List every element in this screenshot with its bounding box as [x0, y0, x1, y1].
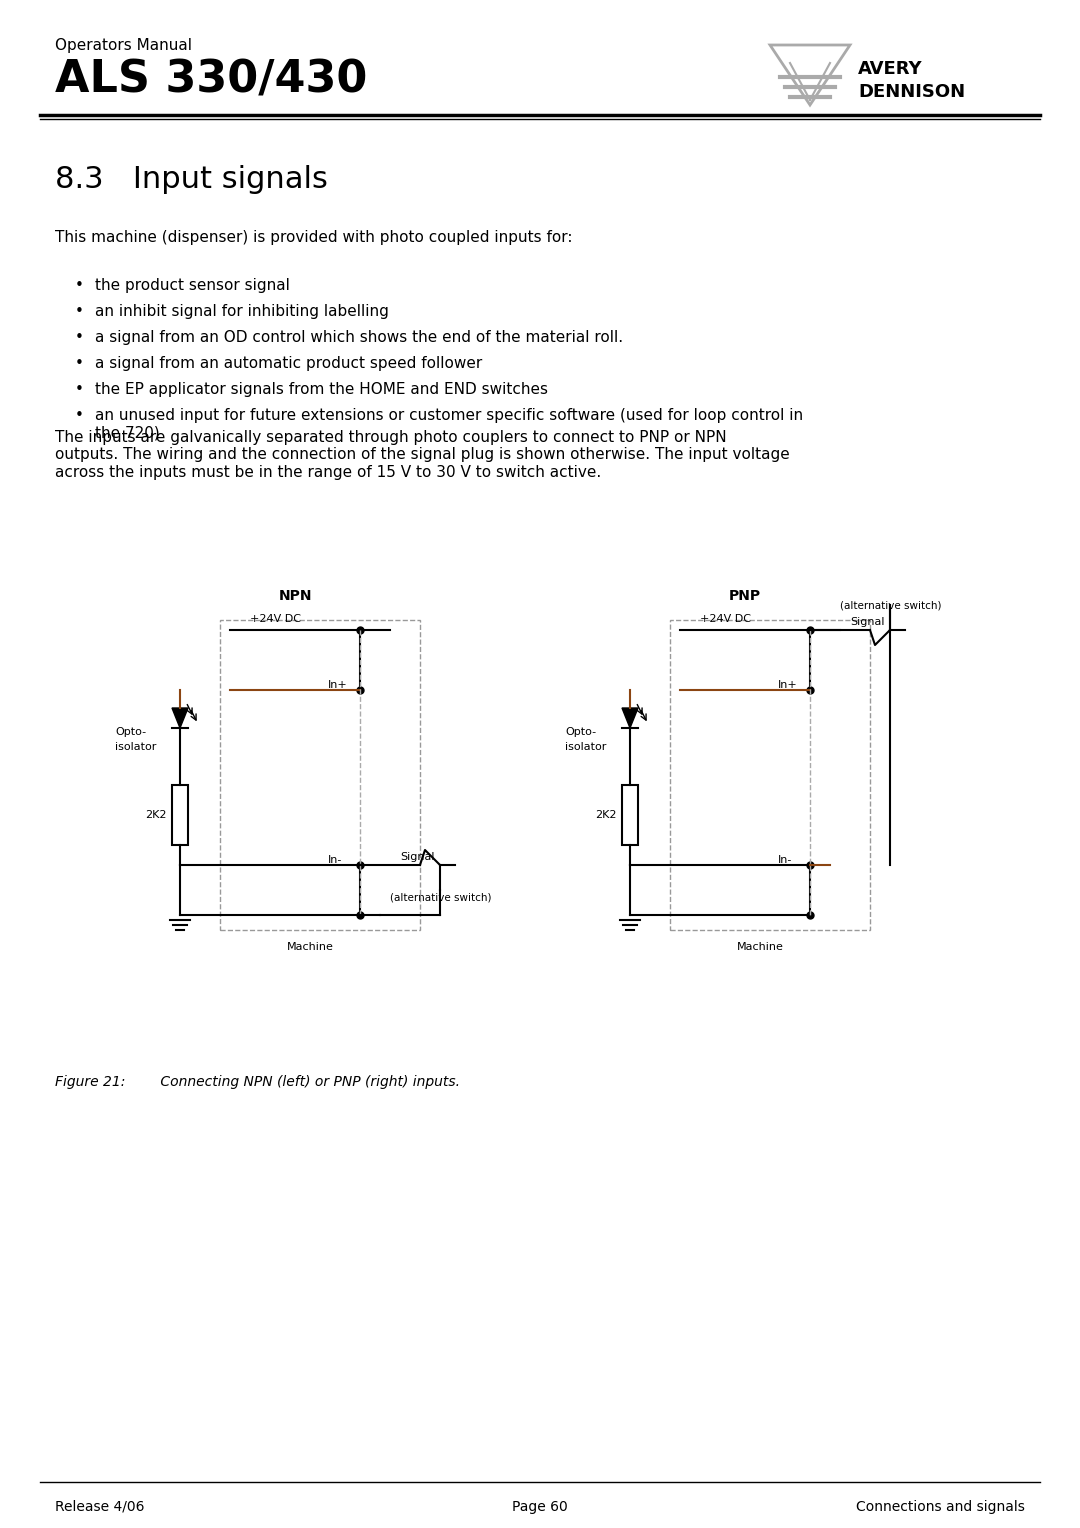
- Polygon shape: [172, 707, 188, 727]
- Text: •: •: [75, 304, 84, 319]
- Text: DENNISON: DENNISON: [858, 83, 966, 101]
- Text: In-: In-: [328, 856, 342, 865]
- Text: Opto-: Opto-: [114, 727, 146, 736]
- Polygon shape: [622, 707, 638, 727]
- Text: a signal from an automatic product speed follower: a signal from an automatic product speed…: [95, 356, 483, 371]
- Text: The inputs are galvanically separated through photo couplers to connect to PNP o: The inputs are galvanically separated th…: [55, 429, 789, 480]
- Text: the EP applicator signals from the HOME and END switches: the EP applicator signals from the HOME …: [95, 382, 548, 397]
- Text: the product sensor signal: the product sensor signal: [95, 278, 289, 293]
- Text: an inhibit signal for inhibiting labelling: an inhibit signal for inhibiting labelli…: [95, 304, 389, 319]
- Text: (alternative switch): (alternative switch): [840, 601, 942, 610]
- Text: (alternative switch): (alternative switch): [390, 892, 491, 902]
- Text: Machine: Machine: [737, 941, 783, 952]
- Text: •: •: [75, 382, 84, 397]
- Text: isolator: isolator: [565, 743, 606, 752]
- Text: AVERY: AVERY: [858, 60, 922, 78]
- Text: This machine (dispenser) is provided with photo coupled inputs for:: This machine (dispenser) is provided wit…: [55, 231, 572, 244]
- Text: +24V DC: +24V DC: [700, 614, 751, 623]
- Text: an unused input for future extensions or customer specific software (used for lo: an unused input for future extensions or…: [95, 408, 804, 440]
- Text: Signal: Signal: [400, 853, 434, 862]
- Text: In+: In+: [328, 680, 348, 691]
- Text: Release 4/06: Release 4/06: [55, 1500, 145, 1514]
- Text: •: •: [75, 330, 84, 345]
- Text: a signal from an OD control which shows the end of the material roll.: a signal from an OD control which shows …: [95, 330, 623, 345]
- Text: Connections and signals: Connections and signals: [856, 1500, 1025, 1514]
- Text: •: •: [75, 356, 84, 371]
- Text: PNP: PNP: [729, 588, 761, 604]
- Text: Figure 21:        Connecting NPN (left) or PNP (right) inputs.: Figure 21: Connecting NPN (left) or PNP …: [55, 1076, 460, 1089]
- Text: •: •: [75, 278, 84, 293]
- Text: Machine: Machine: [286, 941, 334, 952]
- Text: Opto-: Opto-: [565, 727, 596, 736]
- Text: Page 60: Page 60: [512, 1500, 568, 1514]
- Text: Signal: Signal: [850, 617, 885, 626]
- Text: +24V DC: +24V DC: [249, 614, 301, 623]
- Text: ALS 330/430: ALS 330/430: [55, 58, 367, 101]
- Text: 2K2: 2K2: [595, 810, 617, 821]
- Text: 2K2: 2K2: [145, 810, 166, 821]
- Bar: [622, 785, 638, 845]
- Text: Operators Manual: Operators Manual: [55, 38, 192, 53]
- Text: NPN: NPN: [279, 588, 312, 604]
- Text: •: •: [75, 408, 84, 423]
- Text: In-: In-: [778, 856, 793, 865]
- Text: In+: In+: [778, 680, 798, 691]
- Bar: [172, 785, 188, 845]
- Text: 8.3   Input signals: 8.3 Input signals: [55, 165, 328, 194]
- Text: isolator: isolator: [114, 743, 157, 752]
